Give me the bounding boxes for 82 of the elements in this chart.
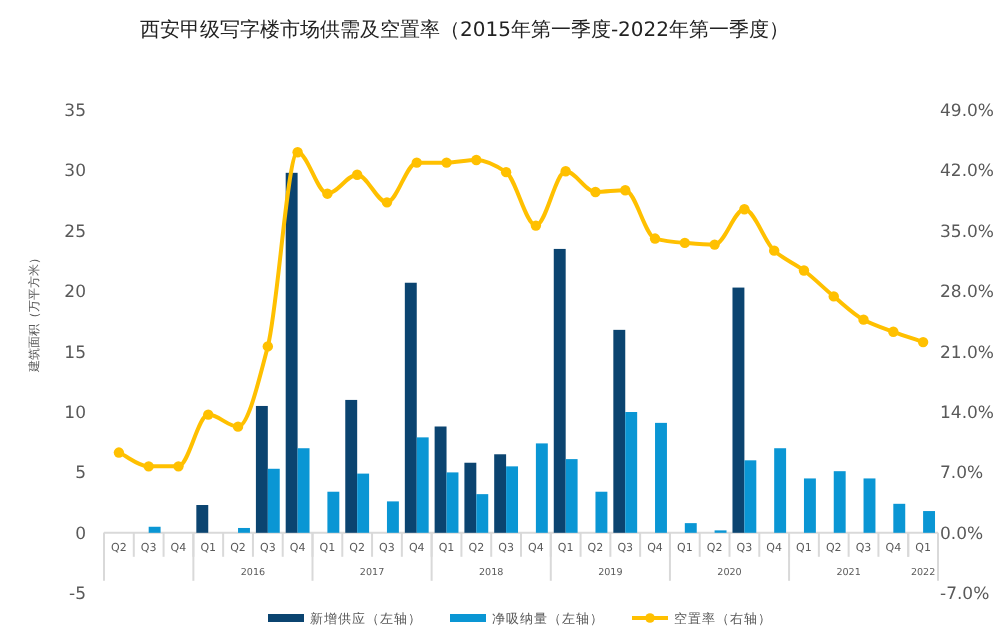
y-tick-label: 25	[64, 222, 86, 243]
y2-tick-label: 7.0%	[940, 464, 984, 485]
y-tick-label: 10	[64, 404, 86, 424]
bar	[446, 472, 459, 533]
bar	[506, 466, 519, 533]
y2-tick-label: 0.0%	[940, 524, 984, 545]
bar	[494, 454, 507, 533]
bar	[327, 491, 340, 533]
bar	[285, 172, 298, 533]
bar	[297, 448, 310, 533]
bar	[553, 248, 566, 533]
point	[590, 186, 601, 198]
y2-tick-label: -7.0%	[940, 585, 990, 606]
point	[620, 185, 631, 196]
chart-title: 西安甲级写字楼市场供需及空置率（2015年第一季度-2022年第一季度）	[140, 18, 790, 42]
bar	[655, 422, 667, 533]
point	[709, 239, 720, 250]
bar	[535, 443, 548, 533]
bar	[595, 491, 608, 533]
point	[143, 461, 154, 472]
point	[858, 314, 869, 325]
y-tick-label: 35	[64, 102, 86, 122]
point	[113, 447, 125, 458]
point	[232, 421, 244, 432]
bar	[386, 501, 399, 533]
point	[441, 157, 452, 168]
y-tick-label: 20	[64, 283, 86, 304]
bar	[923, 511, 936, 533]
y2-tick-label: 35.0%	[940, 222, 995, 243]
point	[173, 461, 184, 472]
bar	[476, 494, 489, 533]
bar	[464, 462, 477, 533]
bar	[565, 459, 578, 533]
point	[917, 336, 929, 348]
y2-tick-label: 14.0%	[940, 404, 995, 424]
point	[351, 169, 363, 180]
bar	[357, 473, 370, 533]
point	[739, 204, 750, 215]
point	[679, 237, 691, 249]
bar	[255, 405, 268, 533]
bar	[744, 460, 757, 533]
point	[411, 157, 422, 168]
bar	[625, 412, 638, 533]
point	[828, 291, 839, 302]
bar	[404, 282, 417, 533]
bar	[267, 468, 280, 533]
bar	[863, 478, 876, 533]
point	[262, 341, 274, 352]
point	[381, 197, 393, 208]
bar	[684, 523, 697, 533]
point	[203, 409, 214, 420]
point	[798, 265, 810, 276]
y2-tick-label: 49.0%	[940, 102, 995, 122]
y-tick-label: 5	[75, 464, 86, 485]
bar	[148, 526, 161, 533]
y2-tick-label: 21.0%	[940, 343, 995, 364]
bar	[732, 287, 745, 533]
bar	[345, 399, 358, 533]
point	[292, 147, 303, 158]
point	[530, 220, 542, 231]
y-tick-label: 30	[64, 162, 86, 183]
bar	[803, 478, 816, 533]
point	[768, 245, 780, 256]
y-tick-label: -5	[69, 585, 86, 606]
bar	[893, 503, 906, 533]
y2-tick-label: 42.0%	[940, 162, 995, 183]
bar	[434, 426, 447, 533]
point	[649, 233, 661, 244]
bar	[238, 527, 250, 533]
bar	[196, 505, 209, 533]
bar	[774, 448, 787, 533]
point	[471, 154, 482, 166]
bar	[416, 437, 429, 533]
y2-tick-label: 28.0%	[940, 283, 995, 304]
point	[500, 166, 512, 178]
bar	[833, 471, 846, 533]
point	[888, 326, 899, 337]
y-tick-label: 0	[75, 524, 86, 545]
bar	[613, 329, 626, 533]
point	[560, 166, 571, 177]
point	[322, 188, 333, 199]
y-tick-label: 15	[64, 343, 86, 364]
